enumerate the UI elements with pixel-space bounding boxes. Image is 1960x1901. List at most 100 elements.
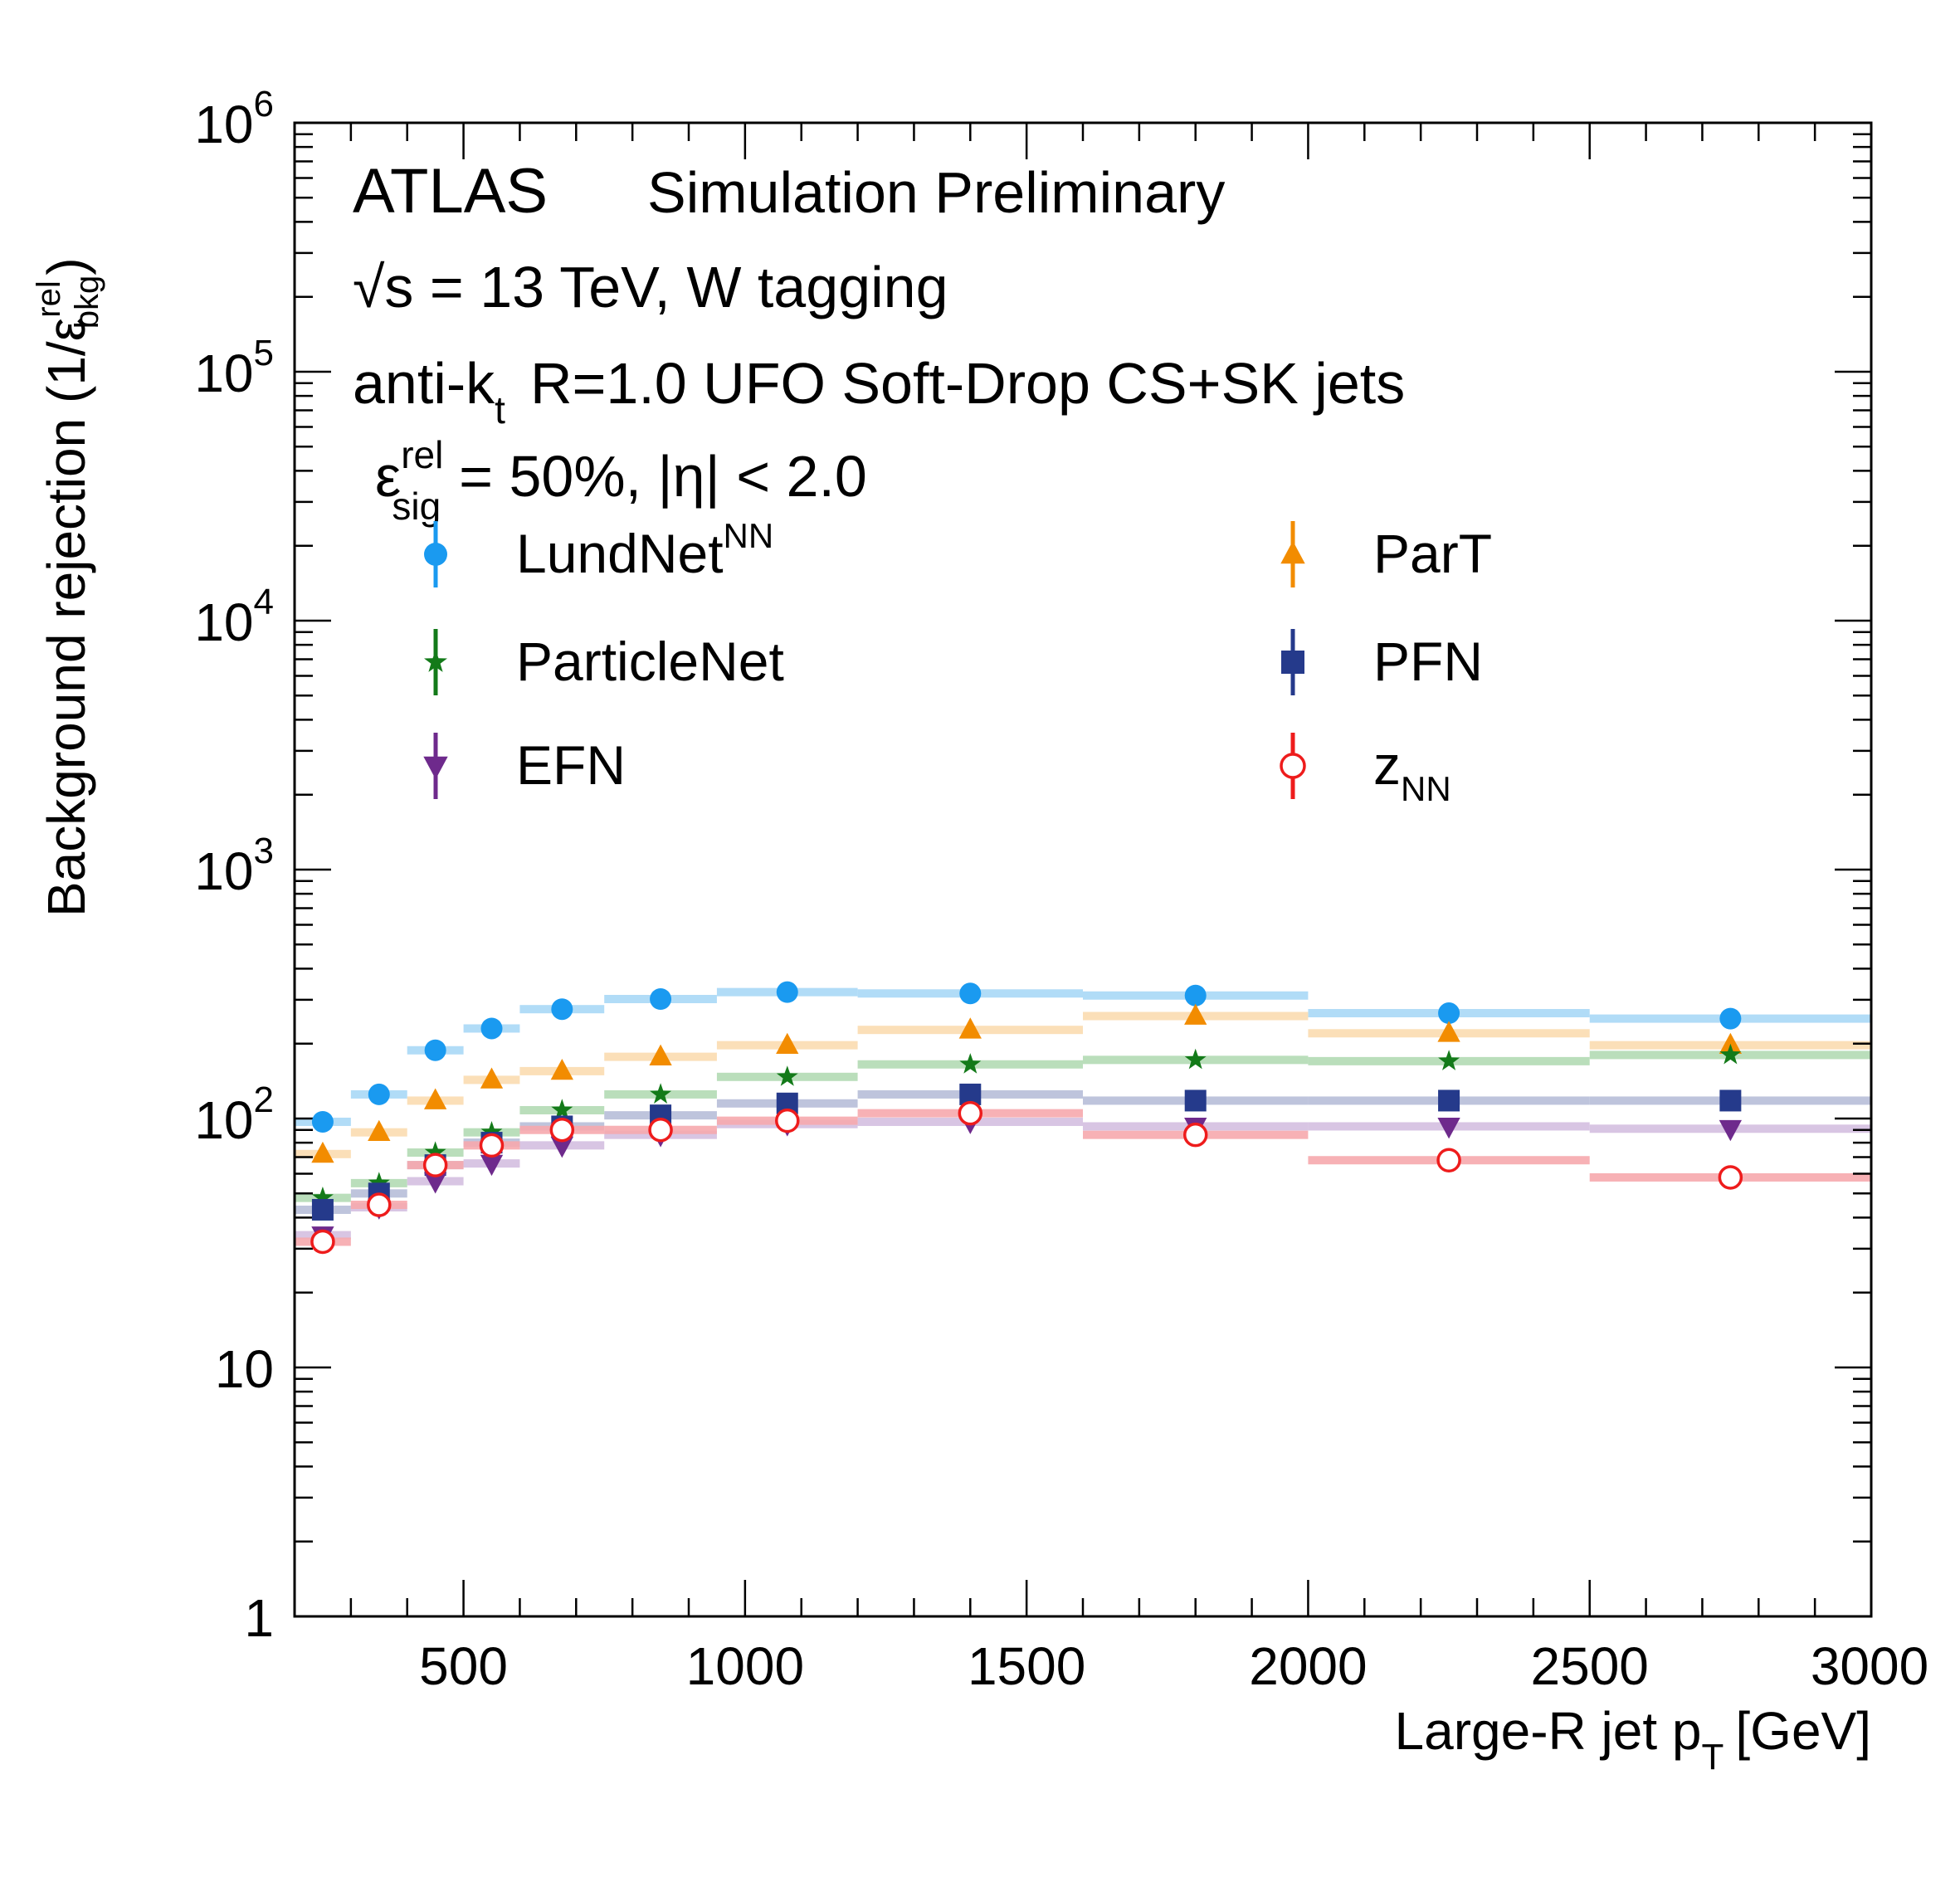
legend-pfn-label: PFN [1373,631,1483,692]
jet-collection-label: anti-kt R=1.0 UFO Soft-Drop CS+SK jets [353,351,1405,431]
particlenet-point-10 [1719,1043,1742,1065]
energy-sqrt: √ [353,255,385,319]
z-nn-point-3 [479,1133,505,1158]
x-axis-label: Large-R jet pT [GeV] [1395,1701,1871,1777]
x-tick-label-2000: 2000 [1249,1636,1367,1696]
simulation-status-label: Simulation Preliminary [647,160,1225,225]
y-tick-label-100000: 105 [194,333,274,403]
legend-pfn-marker [1281,651,1304,674]
lundnet-point-6 [776,981,798,1003]
y-tick-label-base: 10 [194,344,253,403]
part-point-8 [1184,1003,1207,1025]
efn-point-2 [423,1172,447,1194]
uncertainty-bands [295,987,1871,1246]
lundnet-point-10 [1719,1007,1742,1030]
data-points [310,981,1743,1255]
efficiency-sup: rel [401,433,443,476]
legend-lundnet-name: LundNet [516,523,724,584]
y-tick-label-exponent: 3 [254,831,274,871]
z-nn-point-5 [648,1117,673,1143]
y-axis-label-close: ) [37,257,96,275]
lundnet-point-8 [1184,984,1207,1007]
y-tick-label-base: 10 [194,1090,253,1150]
jet-collection-post: R=1.0 UFO Soft-Drop CS+SK jets [530,351,1405,416]
z-nn-point-10 [1718,1165,1743,1190]
jet-collection-pre: anti-k [353,351,495,416]
particlenet-point-4 [551,1099,573,1119]
particlenet-point-8 [1184,1048,1207,1070]
part-point-7 [958,1017,982,1039]
efficiency-label: εrel sig = 50%, |η| < 2.0 [375,433,867,528]
part-point-1 [368,1119,391,1142]
part-point-0 [311,1141,334,1163]
x-tick-labels: 500 1000 1500 2000 2500 3000 [419,1636,1928,1696]
energy-text: s = 13 TeV, W tagging [384,255,948,319]
axes-box [293,121,1873,1618]
x-axis-label-sub: T [1701,1737,1724,1777]
part-point-4 [550,1058,573,1080]
z-nn-point-7 [958,1100,983,1126]
part-point-2 [423,1088,447,1109]
y-tick-label-base: 10 [194,592,253,652]
y-tick-label-base: 10 [215,1339,274,1399]
part-point-5 [649,1044,672,1066]
efficiency-rest: = 50%, |η| < 2.0 [459,444,867,509]
pfn-point-9 [1438,1089,1460,1112]
y-tick-label-1: 1 [244,1588,274,1648]
efn-point-9 [1437,1118,1460,1139]
y-axis-label-main: Background rejection (1/ε [37,318,96,917]
particlenet-point-6 [776,1065,798,1086]
y-tick-label-10000: 104 [194,582,274,652]
z-nn-point-0 [310,1229,335,1255]
legend-pfn-name: PFN [1373,631,1483,692]
efn-point-4 [550,1136,573,1158]
y-tick-label-exponent: 6 [254,84,274,124]
pfn-point-0 [311,1198,334,1221]
y-tick-label-base: 10 [194,841,253,901]
atlas-label: ATLAS [353,156,548,227]
y-tick-label-1000000: 106 [194,84,274,154]
legend-particlenet-marker [424,650,447,672]
plot-frame [293,121,1873,1618]
particlenet-point-5 [650,1083,672,1104]
y-tick-label-base: 1 [244,1588,274,1648]
particlenet-point-9 [1438,1050,1460,1070]
x-axis-label-main: Large-R jet p [1395,1701,1702,1761]
lundnet-point-2 [424,1039,446,1061]
y-axis-label-sup: rel [31,280,67,317]
particlenet-point-2 [424,1141,446,1162]
y-tick-label-10: 10 [215,1339,274,1399]
y-tick-label-exponent: 4 [254,582,274,622]
energy-label: √s = 13 TeV, W tagging [353,255,948,319]
lundnet-point-3 [480,1017,503,1040]
particlenet-point-7 [959,1053,982,1074]
legend-particlenet-name: ParticleNet [516,631,784,692]
lundnet-point-5 [650,987,672,1010]
x-tick-label-500: 500 [419,1636,508,1696]
part-point-3 [480,1067,504,1089]
annotation-block: ATLAS Simulation Preliminary √s = 13 TeV… [353,156,1405,528]
particlenet-point-0 [311,1187,334,1207]
legend-particlenet-label: ParticleNet [516,631,784,692]
z-nn-point-8 [1182,1122,1208,1148]
y-tick-label-1000: 103 [194,831,274,901]
z-nn-point-1 [367,1192,392,1217]
efficiency-sub: sig [392,485,441,528]
lundnet-point-9 [1438,1002,1460,1025]
particlenet-point-1 [368,1172,390,1192]
legend-lundnet-marker [424,543,447,566]
z-nn-point-4 [549,1117,575,1143]
legend-part-label: ParT [1373,523,1492,584]
legend-z-nn-marker [1280,753,1306,779]
y-tick-label-100: 102 [194,1080,274,1150]
particlenet-point-3 [480,1121,503,1142]
x-tick-label-1000: 1000 [686,1636,804,1696]
part-point-9 [1437,1021,1460,1042]
efn-point-3 [480,1154,504,1177]
x-tick-label-3000: 3000 [1811,1636,1928,1696]
y-axis-ticks [295,133,1871,1543]
lundnet-point-0 [311,1110,334,1133]
y-axis-label-sub: bkg [69,275,105,329]
